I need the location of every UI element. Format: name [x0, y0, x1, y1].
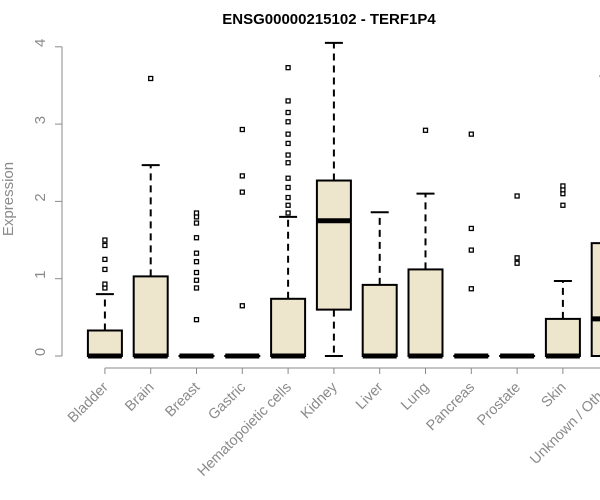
y-tick-label: 4	[32, 39, 49, 47]
y-tick-label: 0	[32, 348, 49, 356]
box-hematopoietic-cells	[270, 65, 307, 359]
box-liver	[361, 211, 398, 359]
x-tick-label: Lung	[398, 380, 432, 414]
outlier-point	[193, 235, 200, 241]
outlier-point	[102, 242, 108, 249]
x-tick-label: Liver	[353, 379, 387, 413]
outlier-point	[193, 250, 200, 256]
outlier-point	[193, 210, 200, 216]
x-tick-label: Kidney	[298, 379, 341, 422]
outlier-point	[239, 126, 245, 133]
box-kidney	[315, 41, 352, 357]
outlier-point	[514, 193, 520, 199]
outlier-point	[239, 189, 245, 195]
outlier-point	[285, 160, 291, 166]
outlier-point	[285, 210, 291, 216]
outlier-point	[285, 140, 291, 147]
outlier-point	[514, 260, 520, 266]
y-axis-label: Expression	[0, 162, 17, 236]
x-tick-label: Prostate	[474, 380, 523, 429]
outlier-point	[285, 202, 291, 208]
outlier-point	[285, 175, 291, 181]
outlier-point	[285, 194, 291, 201]
outlier-point	[285, 109, 291, 116]
outlier-point	[285, 184, 291, 191]
outlier-point	[285, 119, 291, 125]
outlier-point	[193, 269, 200, 276]
box-gastric	[224, 126, 261, 359]
outlier-point	[193, 259, 200, 265]
outlier-point	[468, 247, 474, 253]
box-lung	[407, 127, 444, 359]
box-unknown-other	[590, 75, 600, 357]
outlier-point	[193, 317, 200, 323]
outlier-point	[102, 281, 108, 287]
outlier-point	[193, 285, 200, 291]
outlier-point	[285, 152, 291, 158]
box-iqr	[407, 268, 444, 358]
outlier-point	[560, 202, 566, 208]
outlier-point	[422, 127, 429, 133]
box-iqr	[315, 179, 352, 311]
outlier-point	[102, 266, 108, 273]
boxes-group	[86, 41, 600, 359]
outlier-point	[193, 277, 200, 283]
outlier-point	[468, 131, 474, 137]
y-tick-label: 1	[32, 271, 49, 279]
y-tick-label: 2	[32, 193, 49, 201]
x-tick-label: Brain	[122, 380, 157, 415]
outlier-point	[239, 173, 245, 179]
box-iqr	[132, 275, 169, 358]
outlier-point	[285, 98, 291, 104]
outlier-point	[285, 131, 291, 137]
box-iqr	[544, 317, 581, 357]
chart-title: ENSG00000215102 - TERF1P4	[222, 11, 436, 28]
x-tick-label: Bladder	[65, 379, 112, 426]
outlier-point	[148, 75, 154, 82]
outlier-point	[193, 220, 200, 226]
box-bladder	[86, 237, 123, 359]
y-axis: 0 1 2 3 4	[32, 39, 63, 357]
x-tick-label: Gastric	[205, 380, 249, 424]
outlier-point	[285, 65, 291, 71]
x-tick-label: Pancreas	[423, 380, 478, 435]
box-skin	[544, 183, 581, 359]
x-tick-label: Skin	[538, 380, 569, 411]
outlier-point	[102, 256, 108, 263]
box-prostate	[499, 193, 536, 359]
outlier-point	[560, 183, 566, 189]
box-iqr	[86, 329, 123, 357]
outlier-point	[468, 286, 474, 292]
box-iqr	[270, 297, 307, 358]
box-iqr	[361, 283, 398, 357]
box-iqr	[590, 242, 600, 357]
outlier-point	[468, 225, 474, 232]
x-tick-label: Breast	[162, 380, 203, 421]
box-breast	[178, 210, 215, 359]
outlier-point	[239, 303, 245, 309]
box-brain	[132, 75, 169, 359]
box-pancreas	[453, 131, 490, 359]
outlier-point	[514, 255, 520, 261]
outlier-point	[102, 237, 108, 243]
y-tick-label: 3	[32, 116, 49, 124]
